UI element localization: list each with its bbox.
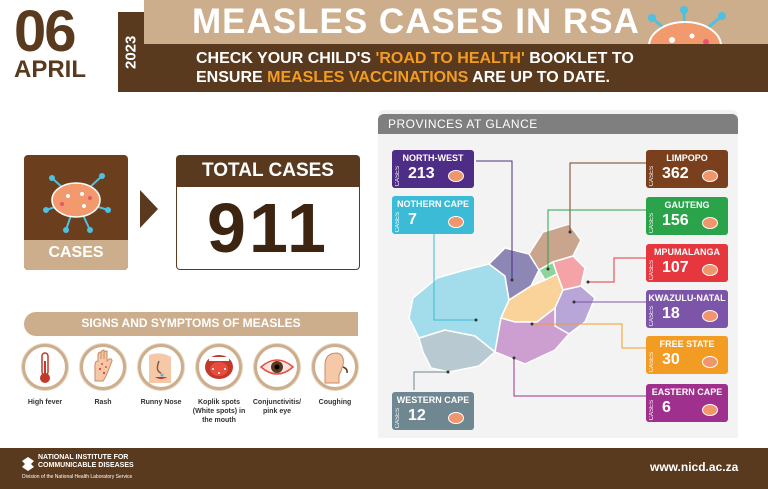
virus-icon [702, 217, 718, 229]
province-northern-cape: NOTHERN CAPE CASES 7 [392, 196, 474, 234]
cases-label: CASES [48, 244, 104, 261]
message-line-2: ENSURE MEASLES VACCINATIONS ARE UP TO DA… [196, 69, 610, 87]
nicd-logo-icon [22, 457, 34, 471]
province-cases-label: CASES [649, 352, 655, 373]
province-north-west: NORTH-WEST CASES 213 [392, 150, 474, 188]
province-count: 107 [662, 259, 689, 276]
provinces-title: PROVINCES AT GLANCE [388, 117, 538, 131]
message-line-1: CHECK YOUR CHILD'S 'ROAD TO HEALTH' BOOK… [196, 50, 634, 68]
org-division: Division of the National Health Laborato… [22, 474, 133, 480]
virus-icon [702, 264, 718, 276]
symptom-label: Runny Nose [140, 399, 182, 406]
date-month: APRIL [14, 56, 86, 83]
province-western-cape: WESTERN CAPE CASES 12 [392, 392, 474, 430]
province-free-state: FREE STATE CASES 30 [646, 336, 728, 374]
symptoms-title: SIGNS AND SYMPTOMS OF MEASLES [81, 316, 301, 330]
date-day: 06 [14, 0, 76, 64]
rash-hand-icon [80, 344, 126, 390]
province-count: 213 [408, 165, 435, 182]
thermometer-icon [22, 344, 68, 390]
province-cases-label: CASES [395, 166, 401, 187]
virus-icon [702, 310, 718, 322]
province-cases-label: CASES [649, 166, 655, 187]
province-cases-label: CASES [649, 400, 655, 421]
message-text: CHECK YOUR CHILD'S [196, 50, 376, 67]
province-gauteng: GAUTENG CASES 156 [646, 197, 728, 235]
date-year: 2023 [122, 35, 140, 69]
province-cases-label: CASES [395, 408, 401, 429]
website-link[interactable]: www.nicd.ac.za [650, 460, 739, 474]
virus-icon [43, 173, 111, 233]
province-name: FREE STATE [659, 339, 715, 349]
province-count: 362 [662, 165, 689, 182]
coughing-icon [312, 344, 358, 390]
pink-eye-icon [254, 344, 300, 390]
province-name: KWAZULU-NATAL [648, 293, 726, 303]
org-name-line-2: COMMUNICABLE DISEASES [38, 462, 134, 469]
koplik-spots-icon [196, 344, 242, 390]
message-text: ARE UP TO DATE. [468, 69, 610, 86]
province-count: 18 [662, 305, 680, 322]
symptom-label: Coughing [318, 399, 352, 406]
total-cases-body [176, 187, 360, 270]
org-name-line-1: NATIONAL INSTITUTE FOR [38, 454, 129, 461]
province-name: GAUTENG [664, 200, 710, 210]
province-cases-label: CASES [649, 213, 655, 234]
province-name: NOTHERN CAPE [396, 199, 469, 209]
province-count: 7 [408, 211, 417, 228]
virus-icon [702, 404, 718, 416]
symptom-label: Conjunctivitis/ pink eye [252, 399, 302, 415]
province-cases-label: CASES [395, 212, 401, 233]
virus-icon [702, 170, 718, 182]
provinces-header [378, 114, 738, 134]
footer [0, 448, 768, 489]
province-limpopo: LIMPOPO CASES 362 [646, 150, 728, 188]
symptom-label: Rash [94, 399, 112, 406]
year-bar [118, 12, 144, 92]
total-cases-title: TOTAL CASES [202, 160, 334, 181]
province-eastern-cape: EASTERN CAPE CASES 6 [646, 384, 728, 422]
province-cases-label: CASES [649, 260, 655, 281]
province-count: 30 [662, 351, 680, 368]
message-text: ENSURE [196, 69, 268, 86]
symptom-label: High fever [27, 399, 63, 406]
virus-icon [448, 412, 464, 424]
cases-label-box [24, 240, 128, 270]
province-count: 6 [662, 399, 671, 416]
province-name: MPUMALANGA [654, 247, 720, 257]
province-count: 156 [662, 212, 689, 229]
province-mpumalanga: MPUMALANGA CASES 107 [646, 244, 728, 282]
message-banner [144, 44, 768, 92]
connector-lines [413, 160, 646, 397]
arrow-right-icon [140, 190, 158, 228]
province-name: LIMPOPO [666, 153, 708, 163]
province-kwazulu-natal: KWAZULU-NATAL CASES 18 [646, 290, 728, 328]
total-cases-value: 911 [207, 189, 329, 267]
province-name: NORTH-WEST [402, 153, 464, 163]
runny-nose-icon [138, 344, 184, 390]
total-cases-header [176, 155, 360, 187]
virus-icon [448, 216, 464, 228]
message-highlight: 'ROAD TO HEALTH' [375, 50, 525, 67]
page-title: MEASLES CASES IN RSA [192, 2, 640, 41]
virus-icon [448, 170, 464, 182]
province-name: EASTERN CAPE [651, 387, 723, 397]
message-highlight: MEASLES VACCINATIONS [267, 69, 469, 86]
province-cases-label: CASES [649, 306, 655, 327]
province-count: 12 [408, 407, 426, 424]
message-text: BOOKLET TO [524, 50, 634, 67]
symptom-label: Koplik spots (White spots) in the mouth [192, 399, 246, 424]
province-name: WESTERN CAPE [396, 395, 470, 405]
virus-icon [702, 356, 718, 368]
symptoms-bar [24, 312, 358, 336]
date-box [0, 0, 118, 92]
